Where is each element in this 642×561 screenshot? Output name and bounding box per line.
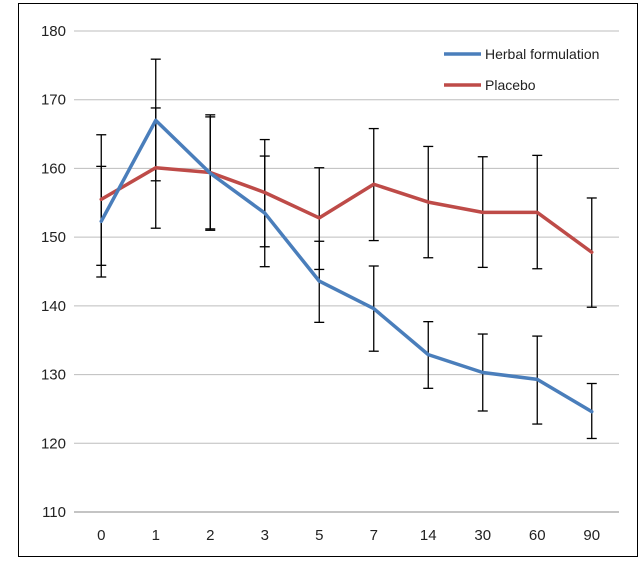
legend-label: Herbal formulation <box>485 46 599 62</box>
legend-entry: Herbal formulation <box>444 46 599 62</box>
y-tick-label: 110 <box>42 504 66 521</box>
error-bars <box>96 58 597 440</box>
chart-frame: 110 120 130 140 150 160 170 180 0 1 2 3 5 7 14 30 60 90 … <box>18 3 638 557</box>
x-tick-label: 2 <box>206 527 214 544</box>
series-lines <box>99 118 594 414</box>
x-tick-label: 5 <box>315 527 323 544</box>
x-tick-label: 7 <box>370 527 378 544</box>
x-tick-label: 3 <box>261 527 269 544</box>
y-tick-label: 150 <box>41 229 66 246</box>
x-tick-label: 60 <box>529 527 546 544</box>
x-axis-ticks: 0 1 2 3 5 7 14 30 60 90 <box>97 527 600 544</box>
x-tick-label: 14 <box>420 527 437 544</box>
y-tick-label: 130 <box>41 367 66 384</box>
y-axis-ticks: 110 120 130 140 150 160 170 180 <box>41 23 66 521</box>
legend: Herbal formulation Placebo <box>444 46 599 93</box>
y-tick-label: 180 <box>41 23 66 40</box>
x-tick-label: 30 <box>474 527 491 544</box>
series-line-placebo <box>99 165 594 255</box>
y-tick-label: 120 <box>41 435 66 452</box>
y-tick-label: 160 <box>41 160 66 177</box>
x-tick-label: 0 <box>97 527 105 544</box>
y-tick-label: 170 <box>41 92 66 109</box>
legend-entry: Placebo <box>444 77 536 93</box>
y-tick-label: 140 <box>41 298 66 315</box>
x-tick-label: 1 <box>152 527 160 544</box>
series-line-herbal-formulation <box>99 118 594 414</box>
legend-label: Placebo <box>485 77 536 93</box>
x-tick-label: 90 <box>583 527 600 544</box>
